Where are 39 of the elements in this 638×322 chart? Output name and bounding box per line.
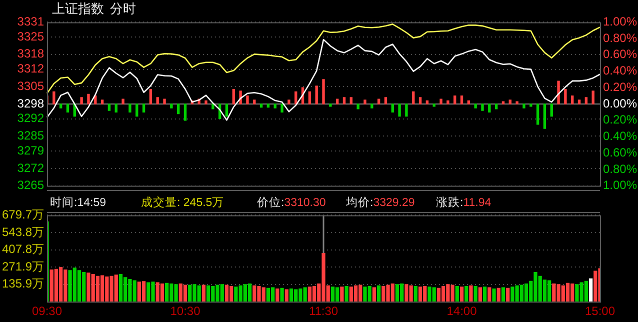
y2-tick-label: 0.40% [603,64,638,78]
x-tick-label: 11:30 [308,304,338,318]
y-tick-label: 3318 [17,46,44,61]
chart-subtitle: 分时 [110,1,136,16]
y-tick-label: 3325 [17,29,44,44]
y-tick-label: 3292 [17,111,44,126]
x-tick-label: 09:30 [32,304,62,318]
y-tick-label: 3285 [17,128,44,143]
y2-tick-label: 1.00% [603,178,638,192]
y2-tick-label: 0.00% [603,96,638,110]
text: 价位:3310.30 [257,197,326,209]
y2-tick-label: 0.20% [603,112,638,127]
x-tick-label: 15:00 [584,304,616,318]
y2-tick-label: 0.40% [603,129,638,144]
x-tick-label: 10:30 [170,304,201,318]
text: 涨跌:11.94 [436,197,492,209]
y-tick-label: 3305 [17,78,44,93]
y-tick-label: 135.9万 [2,276,44,291]
y-tick-label: 3279 [17,143,44,158]
y2-tick-label: 0.80% [603,162,638,176]
x-tick-label: 14:00 [446,304,478,318]
text: 均价:3329.29 [346,197,415,209]
y-tick-label: 3312 [17,62,44,76]
y-tick-label: 3272 [17,160,44,175]
chart-title: 上证指数 [52,1,104,16]
text: 成交量: 245.5万 [141,197,224,209]
y-tick-label: 271.9万 [2,259,44,274]
y-tick-label: 407.8万 [2,242,44,256]
y2-tick-label: 0.80% [603,30,638,45]
y2-tick-label: 0.60% [603,145,638,160]
y2-tick-label: 0.20% [603,80,638,94]
y-tick-label: 543.8万 [2,224,44,239]
y-tick-label: 3331 [17,14,44,29]
y-tick-label: 3265 [17,178,44,192]
y2-tick-label: 1.00% [603,14,638,29]
y-tick-label: 679.7万 [2,208,44,222]
y-tick-label: 3298 [17,96,44,110]
y2-tick-label: 0.60% [603,47,638,62]
text: 时间:14:59 [50,197,106,209]
